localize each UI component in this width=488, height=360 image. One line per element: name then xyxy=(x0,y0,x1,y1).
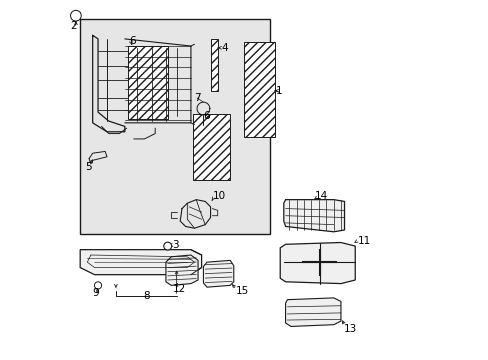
Polygon shape xyxy=(128,46,167,119)
Circle shape xyxy=(163,242,171,250)
Circle shape xyxy=(70,10,81,21)
Text: 9: 9 xyxy=(93,288,99,297)
Text: 11: 11 xyxy=(357,236,370,246)
Polygon shape xyxy=(210,39,217,91)
Polygon shape xyxy=(285,298,340,327)
Text: 1: 1 xyxy=(276,86,282,96)
Polygon shape xyxy=(283,200,344,232)
Circle shape xyxy=(94,282,102,289)
Text: 14: 14 xyxy=(315,191,328,201)
Polygon shape xyxy=(165,255,198,285)
Text: 7: 7 xyxy=(193,93,200,103)
Polygon shape xyxy=(80,249,201,275)
Text: 4: 4 xyxy=(221,43,227,53)
Text: 3: 3 xyxy=(172,240,179,250)
Text: 2: 2 xyxy=(70,21,77,31)
Polygon shape xyxy=(280,243,354,284)
Text: 12: 12 xyxy=(173,284,186,294)
Polygon shape xyxy=(192,114,230,180)
Bar xyxy=(80,19,269,234)
Polygon shape xyxy=(244,42,274,137)
Text: 15: 15 xyxy=(235,286,248,296)
Text: 5: 5 xyxy=(85,162,92,172)
Text: 13: 13 xyxy=(343,324,356,334)
Text: 6: 6 xyxy=(129,36,136,46)
Text: 10: 10 xyxy=(212,191,225,201)
Text: 8: 8 xyxy=(142,291,149,301)
Text: 6: 6 xyxy=(203,111,210,121)
Polygon shape xyxy=(203,260,233,287)
